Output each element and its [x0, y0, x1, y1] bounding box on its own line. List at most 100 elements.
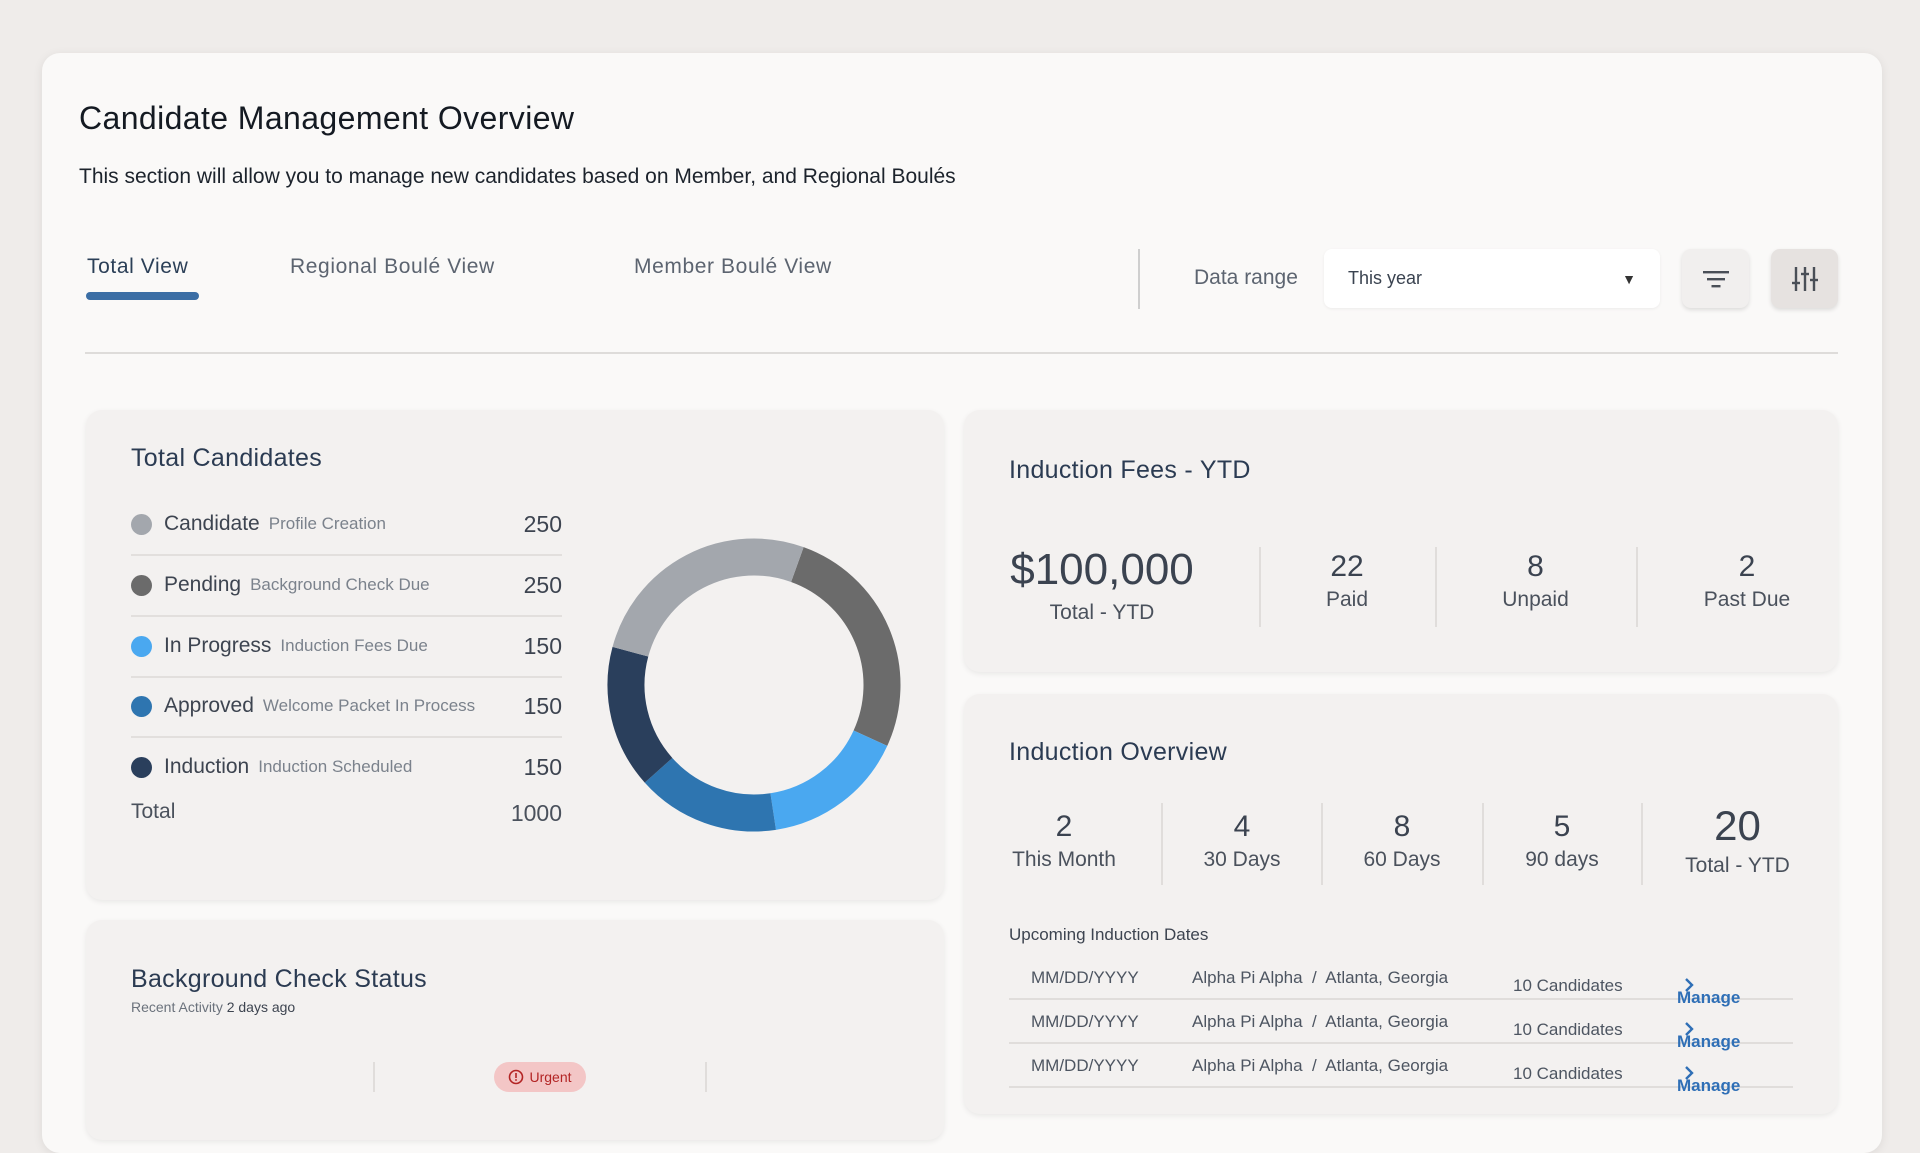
upcoming-chapter: Alpha Pi Alpha / Atlanta, Georgia [1192, 1012, 1449, 1031]
legend-dot [131, 635, 152, 657]
donut-slice-in-progress [769, 729, 888, 830]
fees-paid: 22 Paid [1285, 550, 1409, 612]
filter-icon [1702, 270, 1729, 287]
fees-unpaid-label: Unpaid [1502, 588, 1569, 611]
induction-divider [1641, 803, 1643, 885]
legend-row: Approved Welcome Packet In Process 150 [131, 676, 562, 738]
induction-this-month: 2 This Month [998, 810, 1130, 872]
recent-activity: Recent Activity 2 days ago [131, 999, 295, 1015]
legend-description: Background Check Due [250, 575, 430, 594]
legend-dot [131, 756, 152, 778]
induction-30-days: 4 30 Days [1177, 810, 1307, 872]
total-label: Total [131, 800, 176, 823]
legend-value: 150 [523, 692, 562, 719]
total-row: Total 1000 [131, 800, 562, 827]
fees-unpaid: 8 Unpaid [1472, 550, 1599, 612]
data-range-select[interactable]: This year ▼ [1324, 249, 1660, 308]
induction-60-days-value: 8 [1393, 810, 1411, 843]
header-divider [85, 352, 1838, 354]
upcoming-chapter: Alpha Pi Alpha / Atlanta, Georgia [1192, 1056, 1449, 1075]
induction-fees-card [964, 410, 1838, 672]
donut-slice-candidate [612, 538, 804, 657]
data-range-label: Data range [1194, 266, 1298, 289]
fees-divider [1636, 547, 1638, 627]
tab-total-view[interactable]: Total View [87, 255, 189, 278]
legend-value: 150 [523, 632, 562, 659]
induction-60-days: 8 60 Days [1337, 810, 1467, 872]
total-candidates-title: Total Candidates [131, 444, 323, 472]
legend-name: In Progress [164, 634, 272, 657]
tab-member-boule-view[interactable]: Member Boulé View [634, 255, 832, 278]
induction-fees-title: Induction Fees - YTD [1009, 456, 1251, 484]
tab-regional-boule-view[interactable]: Regional Boulé View [290, 255, 495, 278]
fees-paid-value: 22 [1330, 550, 1364, 583]
donut-slice-induction [607, 646, 673, 783]
fees-paid-label: Paid [1325, 588, 1369, 611]
induction-30-days-label: 30 Days [1203, 848, 1281, 871]
urgent-badge-label: Urgent [529, 1069, 572, 1085]
upcoming-date: MM/DD/YYYY [1031, 1056, 1139, 1075]
manage-label: Manage [1677, 1076, 1741, 1095]
donut-slice-approved [644, 757, 776, 832]
urgent-badge: Urgent [494, 1062, 586, 1092]
legend-row: Induction Induction Scheduled 150 [131, 737, 562, 797]
induction-total-ytd-label: Total - YTD [1685, 854, 1790, 877]
fees-divider [1435, 547, 1437, 627]
background-check-title: Background Check Status [131, 965, 427, 993]
induction-total-ytd-value: 20 [1714, 802, 1761, 849]
induction-this-month-label: This Month [1012, 848, 1116, 871]
background-check-card [86, 920, 944, 1140]
data-range-value: This year [1348, 268, 1423, 288]
active-tab-indicator [86, 292, 199, 300]
adjust-button[interactable] [1771, 249, 1838, 308]
candidates-donut-chart [607, 538, 901, 832]
induction-60-days-label: 60 Days [1363, 848, 1441, 871]
donut-slice-pending [790, 547, 901, 746]
legend-row: Candidate Profile Creation 250 [131, 494, 562, 556]
induction-90-days: 5 90 days [1497, 810, 1627, 872]
recent-activity-label: Recent Activity [131, 999, 223, 1015]
upcoming-date: MM/DD/YYYY [1031, 968, 1139, 987]
page-title: Candidate Management Overview [79, 100, 575, 136]
legend-description: Profile Creation [268, 514, 386, 533]
legend-row: Pending Background Check Due 250 [131, 555, 562, 617]
legend-dot [131, 574, 152, 596]
manage-link[interactable]: Manage [1677, 1064, 1740, 1095]
upcoming-row: MM/DD/YYYY Alpha Pi Alpha / Atlanta, Geor… [1009, 1000, 1793, 1051]
induction-divider [1161, 803, 1163, 885]
manage-label: Manage [1677, 1032, 1741, 1051]
legend-value: 150 [523, 753, 562, 780]
manage-link[interactable]: Manage [1677, 1020, 1740, 1051]
recent-activity-time: 2 days ago [226, 999, 296, 1015]
fees-total-value: $100,000 [1010, 545, 1194, 594]
legend-name: Induction [164, 755, 250, 778]
legend-description: Induction Scheduled [258, 757, 413, 776]
toolbar-divider [1138, 249, 1140, 309]
manage-link[interactable]: Manage [1677, 976, 1740, 1007]
upcoming-chapter: Alpha Pi Alpha / Atlanta, Georgia [1192, 968, 1449, 987]
induction-90-days-label: 90 days [1525, 848, 1599, 871]
induction-overview-title: Induction Overview [1009, 738, 1227, 766]
legend-dot [131, 513, 152, 535]
induction-total-ytd: 20 Total - YTD [1665, 802, 1810, 878]
chevron-right-icon [1685, 978, 1694, 992]
fees-divider [1259, 547, 1261, 627]
filter-button[interactable] [1682, 249, 1749, 308]
chevron-right-icon [1685, 1022, 1694, 1036]
upcoming-count: 10 Candidates [1513, 1020, 1623, 1039]
upcoming-induction-label: Upcoming Induction Dates [1009, 925, 1209, 944]
legend-name: Pending [164, 573, 242, 596]
upcoming-row: MM/DD/YYYY Alpha Pi Alpha / Atlanta, Geor… [1009, 956, 1793, 1007]
induction-overview-card [964, 694, 1838, 1114]
legend-row: In Progress Induction Fees Due 150 [131, 616, 562, 678]
upcoming-row: MM/DD/YYYY Alpha Pi Alpha / Atlanta, Geor… [1009, 1044, 1793, 1095]
upcoming-count: 10 Candidates [1513, 1064, 1623, 1083]
fees-past-due-value: 2 [1738, 550, 1756, 583]
alert-icon [509, 1069, 524, 1085]
legend-name: Candidate [164, 512, 260, 535]
induction-divider [1321, 803, 1323, 885]
legend-dot [131, 695, 152, 717]
upcoming-date: MM/DD/YYYY [1031, 1012, 1139, 1031]
sliders-icon [1791, 266, 1818, 291]
manage-label: Manage [1677, 988, 1741, 1007]
